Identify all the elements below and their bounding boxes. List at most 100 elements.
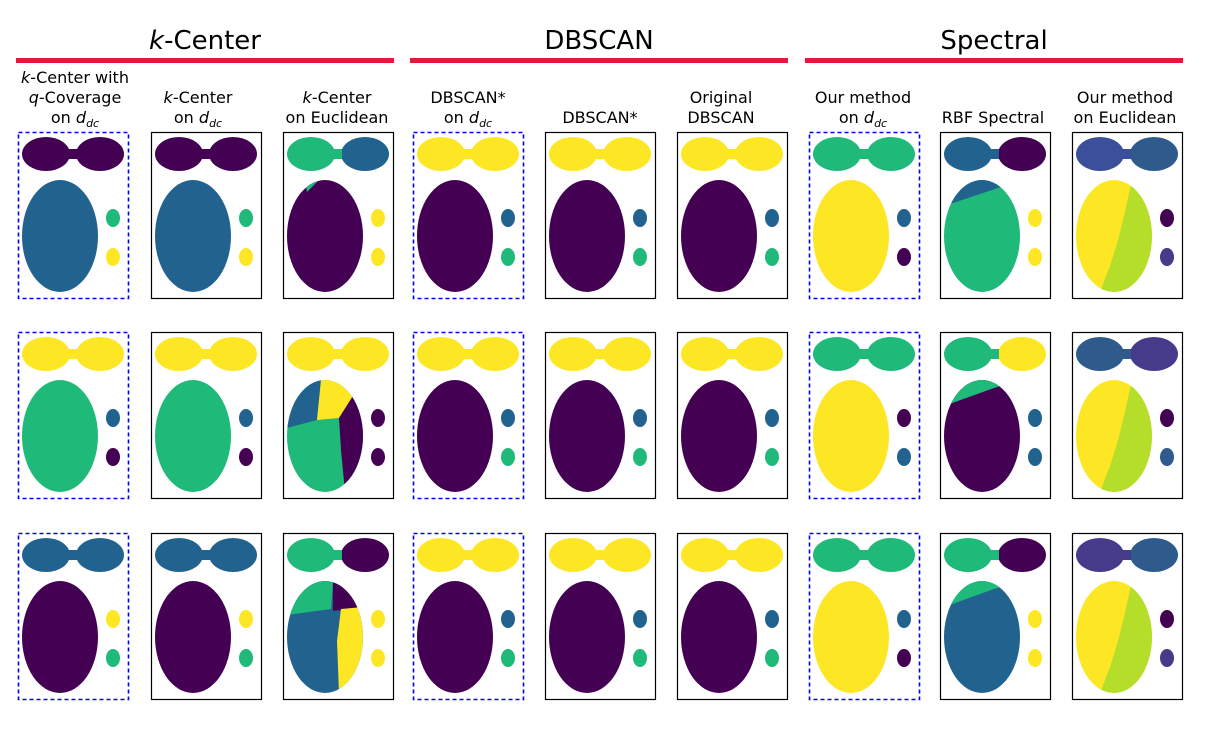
group-title-kcenter-suffix: -Center (164, 26, 261, 56)
small-cluster (897, 649, 911, 667)
small-cluster (239, 248, 253, 266)
ellipse-cluster (944, 581, 1020, 693)
small-cluster (1028, 649, 1042, 667)
cluster-panel (1071, 331, 1184, 500)
ellipse-cluster (549, 581, 625, 693)
ellipse-cluster (287, 180, 363, 292)
small-cluster (633, 448, 647, 466)
small-cluster (1160, 409, 1174, 427)
dumbbell-cluster (1131, 337, 1178, 371)
dumbbell-cluster (813, 337, 915, 371)
column-title-line: k-Center (163, 88, 233, 107)
group-title-spectral-text: Spectral (940, 26, 1048, 56)
small-cluster (239, 649, 253, 667)
small-cluster (765, 649, 779, 667)
ellipse-cluster (944, 180, 1020, 292)
small-cluster (371, 610, 385, 628)
group-title-spectral: Spectral (805, 26, 1183, 56)
cluster-panel (676, 532, 789, 701)
dumbbell-cluster (417, 337, 519, 371)
ellipse-cluster (417, 180, 493, 292)
column-title: k-Center on Euclidean (271, 88, 403, 128)
column-title-line: on Euclidean (1073, 108, 1177, 127)
ellipse-cluster (155, 380, 231, 492)
small-cluster (106, 248, 120, 266)
ellipse-cluster (1076, 380, 1152, 492)
ellipse-cluster (22, 380, 98, 492)
ellipse-cluster (813, 581, 889, 693)
dumbbell-cluster (1131, 538, 1178, 572)
small-cluster (501, 649, 515, 667)
ellipse-cluster (681, 380, 757, 492)
cluster-panel (808, 131, 921, 300)
ellipse-cluster (549, 180, 625, 292)
column-title-line: q-Coverage (28, 88, 122, 107)
column-title: Our method on ddc (797, 88, 929, 134)
dumbbell-cluster (287, 137, 342, 171)
dumbbell-cluster (22, 137, 124, 171)
dumbbell-cluster (999, 137, 1046, 171)
cluster-panel (150, 131, 263, 300)
dumbbell-cluster (944, 137, 999, 171)
cluster-panel (17, 532, 130, 701)
dumbbell-cluster (417, 137, 519, 171)
cluster-panel (1071, 131, 1184, 300)
cluster-panel (544, 131, 657, 300)
column-title: Our method on Euclidean (1059, 88, 1191, 128)
small-cluster (633, 610, 647, 628)
ellipse-cluster (155, 581, 231, 693)
ellipse-cluster (22, 180, 98, 292)
small-cluster (1028, 448, 1042, 466)
small-cluster (897, 209, 911, 227)
cluster-panel (544, 331, 657, 500)
ellipse-cluster (155, 180, 231, 292)
dumbbell-cluster (1131, 137, 1178, 171)
cluster-panel (939, 331, 1052, 500)
dumbbell-cluster (549, 137, 651, 171)
small-cluster (897, 248, 911, 266)
small-cluster (106, 209, 120, 227)
column-title-line: DBSCAN (687, 108, 755, 127)
cluster-panel (282, 131, 395, 300)
ellipse-cluster (417, 380, 493, 492)
small-cluster (371, 248, 385, 266)
dumbbell-cluster (155, 337, 257, 371)
column-title-line: k-Center with (21, 68, 129, 87)
dumbbell-cluster (999, 337, 1046, 371)
cluster-panel (544, 532, 657, 701)
cluster-panel (412, 532, 525, 701)
small-cluster (1160, 248, 1174, 266)
column-title-line: Original (689, 88, 753, 107)
ellipse-cluster (549, 380, 625, 492)
group-bar-kcenter (16, 58, 394, 63)
small-cluster (765, 610, 779, 628)
cluster-panel (150, 331, 263, 500)
dumbbell-cluster (549, 337, 651, 371)
small-cluster (765, 448, 779, 466)
column-title: RBF Spectral (927, 108, 1059, 128)
small-cluster (633, 409, 647, 427)
small-cluster (897, 610, 911, 628)
group-title-dbscan-text: DBSCAN (544, 26, 654, 56)
dumbbell-cluster (287, 538, 342, 572)
column-title-line: on ddc (838, 108, 888, 131)
ellipse-cluster (681, 581, 757, 693)
column-title: Original DBSCAN (655, 88, 787, 128)
ellipse-cluster (944, 380, 1020, 492)
dumbbell-cluster (417, 538, 519, 572)
dumbbell-cluster (22, 337, 124, 371)
ellipse-cluster (1076, 180, 1152, 292)
small-cluster (1028, 610, 1042, 628)
dumbbell-cluster (999, 538, 1046, 572)
dumbbell-cluster (549, 538, 651, 572)
column-title-line: Our method (1076, 88, 1174, 107)
dumbbell-cluster (22, 538, 124, 572)
column-title-line: Our method (814, 88, 912, 107)
small-cluster (239, 209, 253, 227)
dumbbell-cluster (813, 538, 915, 572)
small-cluster (501, 248, 515, 266)
dumbbell-cluster (1076, 337, 1131, 371)
cluster-panel (17, 131, 130, 300)
column-title-line: DBSCAN* (430, 88, 506, 107)
small-cluster (765, 248, 779, 266)
